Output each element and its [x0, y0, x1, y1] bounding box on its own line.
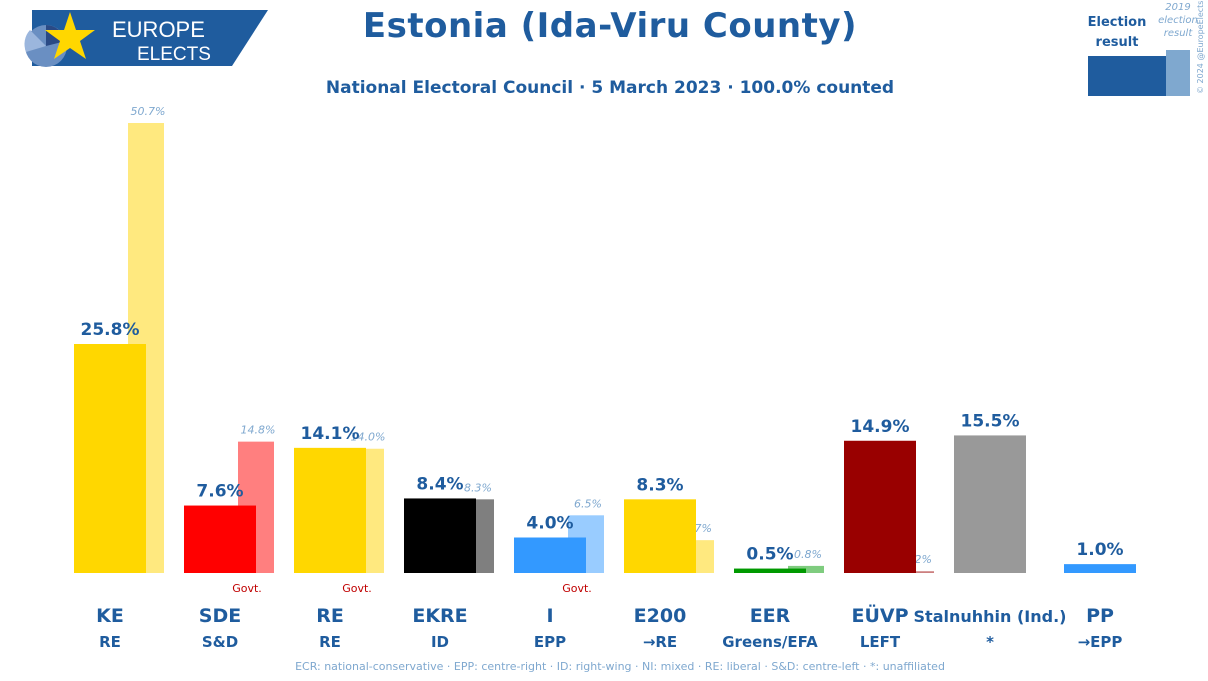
legend-current-text: Election result — [1088, 15, 1147, 50]
current-value-label: 8.3% — [636, 475, 683, 495]
current-bar — [294, 447, 366, 573]
party-name-label: Stalnuhhin (Ind.) — [914, 607, 1067, 626]
previous-value-label: 50.7% — [131, 105, 166, 118]
copyright-text: © 2024 @EuropeElects — [1196, 1, 1205, 94]
previous-value-label: 14.0% — [351, 431, 386, 444]
party-name-label: EÜVP — [851, 603, 908, 627]
party-group-label: ID — [431, 633, 449, 651]
current-value-label: 7.6% — [196, 482, 243, 502]
previous-value-label: 0.8% — [794, 548, 822, 561]
chart-subtitle: National Electoral Council · 5 March 202… — [325, 78, 895, 98]
current-value-label: 15.5% — [961, 411, 1020, 431]
party-name-label: EKRE — [412, 605, 467, 627]
current-value-label: 14.1% — [301, 424, 360, 444]
current-value-label: 14.9% — [851, 417, 910, 437]
current-bar — [404, 498, 476, 573]
party-group-label: S&D — [202, 633, 238, 651]
footnote: ECR: national-conservative · EPP: centre… — [295, 660, 945, 673]
previous-value-label: 8.3% — [464, 481, 492, 494]
party-group-label: →RE — [643, 633, 677, 651]
current-value-label: 1.0% — [1076, 540, 1123, 560]
party-name-label: RE — [316, 605, 344, 627]
govt-label: Govt. — [562, 582, 592, 595]
party-name-label: EER — [750, 605, 791, 627]
current-bar — [734, 568, 806, 573]
current-value-label: 0.5% — [746, 545, 793, 565]
previous-value-label: 14.8% — [241, 424, 276, 437]
party-group-label: RE — [319, 633, 341, 651]
govt-label: Govt. — [232, 582, 262, 595]
party-name-label: KE — [96, 605, 124, 627]
chart-title: Estonia (Ida-Viru County) — [362, 6, 858, 46]
party-name-label: I — [546, 605, 553, 627]
legend: Election result 2019 election result © 2024… — [1088, 1, 1205, 96]
party-group-label: Greens/EFA — [722, 633, 818, 651]
current-bar — [1064, 564, 1136, 573]
party-group-label: EPP — [534, 633, 566, 651]
logo-text-line2: ELECTS — [137, 44, 211, 65]
party-group-label: LEFT — [860, 633, 901, 651]
current-bar — [184, 505, 256, 573]
current-bar — [514, 537, 586, 573]
legend-current-swatch — [1088, 56, 1166, 96]
europe-elects-logo: EUROPE ELECTS — [24, 10, 268, 67]
party-group-label: RE — [99, 633, 121, 651]
legend-previous-text: 2019 election result — [1158, 2, 1198, 39]
party-name-label: SDE — [199, 605, 241, 627]
current-value-label: 8.4% — [416, 474, 463, 494]
govt-label: Govt. — [342, 582, 372, 595]
current-value-label: 4.0% — [526, 513, 573, 533]
current-bar — [954, 435, 1026, 573]
party-group-label: * — [986, 633, 994, 651]
current-value-label: 25.8% — [81, 320, 140, 340]
party-name-label: PP — [1086, 605, 1114, 627]
party-group-label: →EPP — [1078, 633, 1123, 651]
logo-text-line1: EUROPE — [112, 17, 205, 42]
party-name-label: E200 — [634, 605, 687, 627]
current-bar — [844, 440, 916, 573]
legend-previous-swatch — [1166, 50, 1190, 96]
previous-value-label: 6.5% — [574, 497, 602, 510]
current-bar — [74, 344, 146, 573]
current-bar — [624, 499, 696, 573]
